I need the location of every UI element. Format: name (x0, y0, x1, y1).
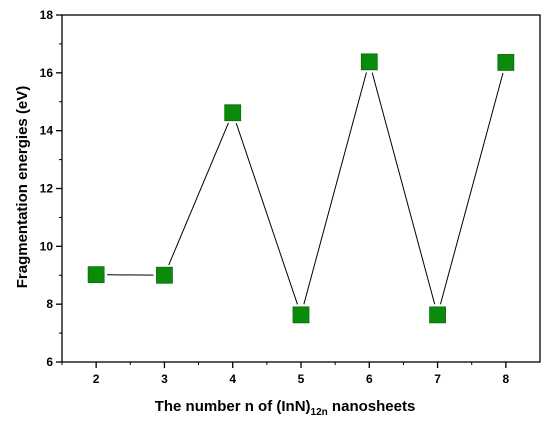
y-axis: 6 8 10 12 14 16 18 (40, 8, 62, 369)
y-tick-label: 10 (40, 239, 54, 253)
x-tick-label: 7 (434, 372, 441, 386)
x-tick-label: 3 (161, 372, 168, 386)
x-axis: 2 3 4 5 6 7 8 (61, 362, 510, 386)
y-tick-label: 6 (46, 355, 53, 369)
series-segment (235, 122, 298, 305)
y-tick-label: 18 (40, 8, 54, 22)
series-segment (168, 122, 229, 266)
x-axis-title-suffix: nanosheets (328, 398, 416, 415)
data-point-marker (87, 266, 105, 284)
data-point-marker (497, 54, 515, 71)
series-segment (439, 72, 504, 305)
data-point-marker (360, 53, 378, 71)
x-tick-label: 8 (503, 372, 510, 386)
series-line (107, 72, 504, 305)
data-point-marker (429, 306, 446, 324)
x-tick-label: 5 (298, 372, 305, 386)
y-tick-label: 14 (40, 124, 54, 138)
x-axis-title: The number n of (InN)12n nanosheets (155, 398, 416, 418)
data-point-marker (224, 104, 242, 122)
y-tick-label: 8 (46, 297, 53, 311)
y-tick-label: 16 (40, 66, 54, 80)
x-tick-label: 4 (229, 372, 236, 386)
x-tick-label: 6 (366, 372, 373, 386)
x-axis-title-subscript: 12n (311, 407, 328, 418)
x-axis-title-main: The number n of (InN) (155, 398, 311, 415)
y-tick-label: 12 (40, 182, 54, 196)
data-point-marker (156, 266, 173, 284)
y-axis-title: Fragmentation energies (eV) (14, 86, 31, 289)
x-tick-label: 2 (93, 372, 100, 386)
series-segment (303, 72, 367, 305)
series-segment (371, 72, 436, 305)
series-points (87, 53, 515, 324)
data-point-marker (292, 306, 310, 324)
